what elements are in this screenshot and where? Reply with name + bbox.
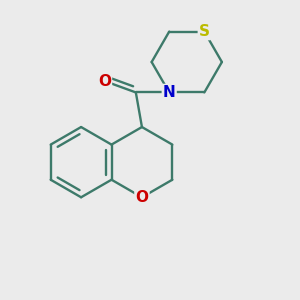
Text: S: S <box>199 24 210 39</box>
Text: O: O <box>135 190 148 205</box>
Text: N: N <box>163 85 175 100</box>
Text: O: O <box>98 74 111 88</box>
